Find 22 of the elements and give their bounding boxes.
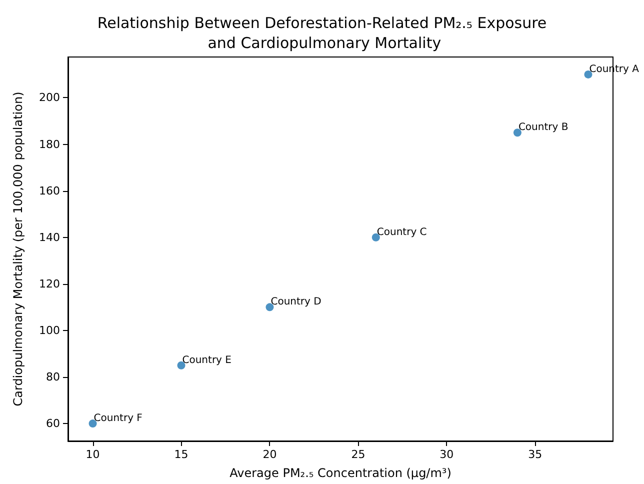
- annotation: Country C: [376, 226, 427, 238]
- x-tick-label: 10: [86, 448, 100, 461]
- y-tick-label: 60: [46, 417, 60, 430]
- x-tick-label: 15: [174, 448, 188, 461]
- annotation: Country D: [270, 296, 322, 308]
- y-tick-label: 80: [46, 370, 60, 384]
- x-tick-label: 20: [262, 448, 277, 461]
- annotation: Country F: [94, 413, 143, 424]
- annotation: Country E: [182, 354, 232, 366]
- y-tick-label: 140: [39, 230, 60, 244]
- y-axis-title: Cardiopulmonary Mortality (per 100,000 population): [11, 92, 25, 406]
- y-tick-label: 160: [39, 184, 60, 198]
- annotation: Country B: [518, 122, 568, 134]
- y-tick-label: 200: [39, 91, 60, 104]
- x-tick-label: 35: [528, 448, 542, 461]
- y-tick-label: 180: [39, 138, 60, 151]
- y-tick-label: 120: [39, 277, 60, 290]
- x-axis-title: Average PM₂.₅ Concentration (µg/m³): [230, 466, 452, 480]
- x-tick-label: 30: [440, 448, 454, 461]
- y-tick-label: 100: [39, 324, 60, 337]
- chart-title: Relationship Between Deforestation-Related PM₂.₅ Exposure and Cardiopulmonary Mortality: [97, 14, 547, 52]
- x-tick-label: 25: [351, 448, 366, 461]
